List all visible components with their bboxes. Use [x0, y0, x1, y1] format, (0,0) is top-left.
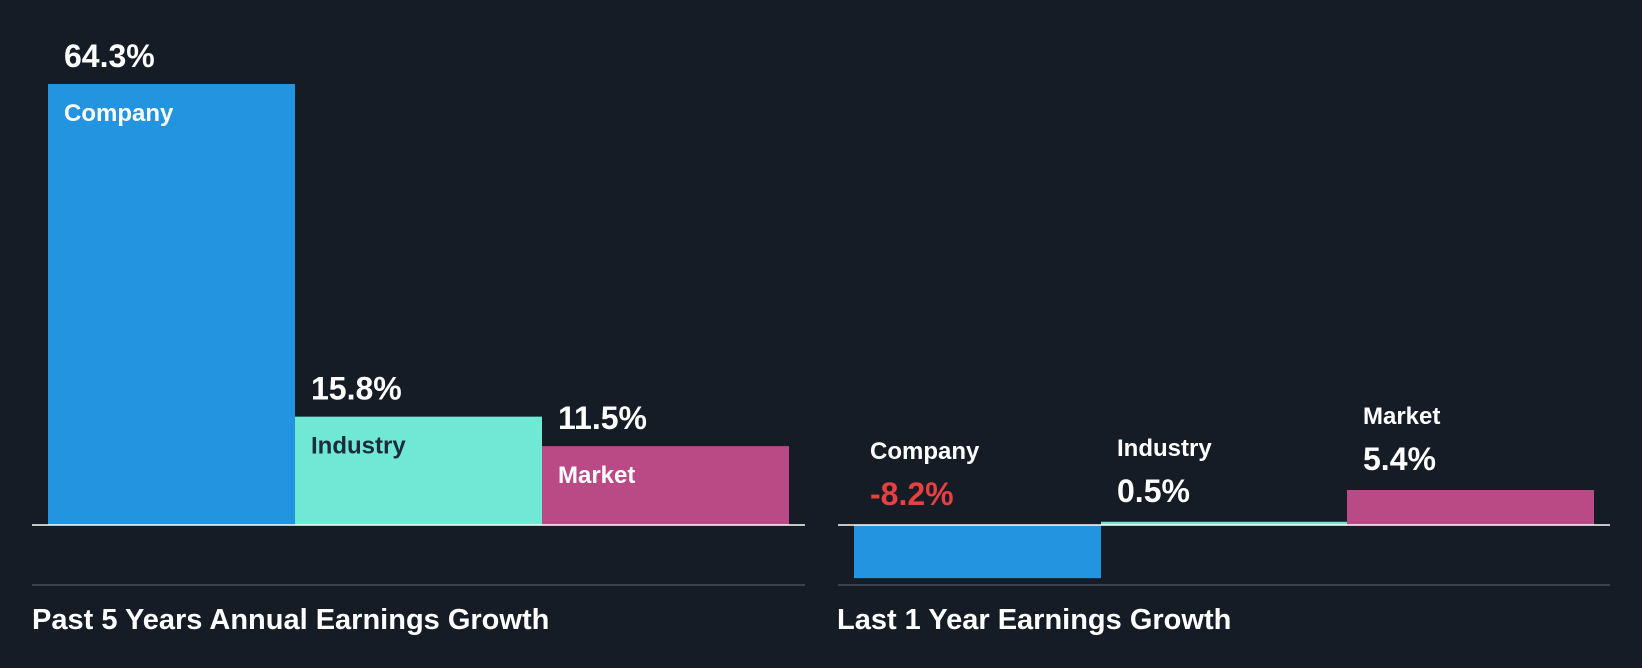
- chart-title-1y: Last 1 Year Earnings Growth: [837, 604, 1232, 636]
- bar-5y-market: [542, 446, 789, 525]
- category-label-1y-market: Market: [1363, 403, 1440, 430]
- bar-5y-company: [48, 84, 295, 525]
- bar-1y-market: [1347, 490, 1594, 525]
- category-label-1y-company: Company: [870, 438, 980, 465]
- value-label-5y-company: 64.3%: [64, 38, 155, 74]
- category-label-5y-market: Market: [558, 462, 635, 489]
- value-label-1y-company: -8.2%: [870, 476, 954, 512]
- bar-1y-industry: [1101, 521, 1348, 525]
- category-label-1y-industry: Industry: [1117, 435, 1212, 462]
- value-label-1y-industry: 0.5%: [1117, 473, 1190, 509]
- value-label-1y-market: 5.4%: [1363, 441, 1436, 477]
- value-label-5y-market: 11.5%: [558, 400, 647, 436]
- bar-5y-industry: [295, 416, 542, 525]
- chart-title-5y: Past 5 Years Annual Earnings Growth: [32, 604, 550, 636]
- bar-1y-company: [854, 525, 1101, 579]
- value-label-5y-industry: 15.8%: [311, 371, 402, 407]
- category-label-5y-company: Company: [64, 100, 174, 127]
- category-label-5y-industry: Industry: [311, 433, 406, 460]
